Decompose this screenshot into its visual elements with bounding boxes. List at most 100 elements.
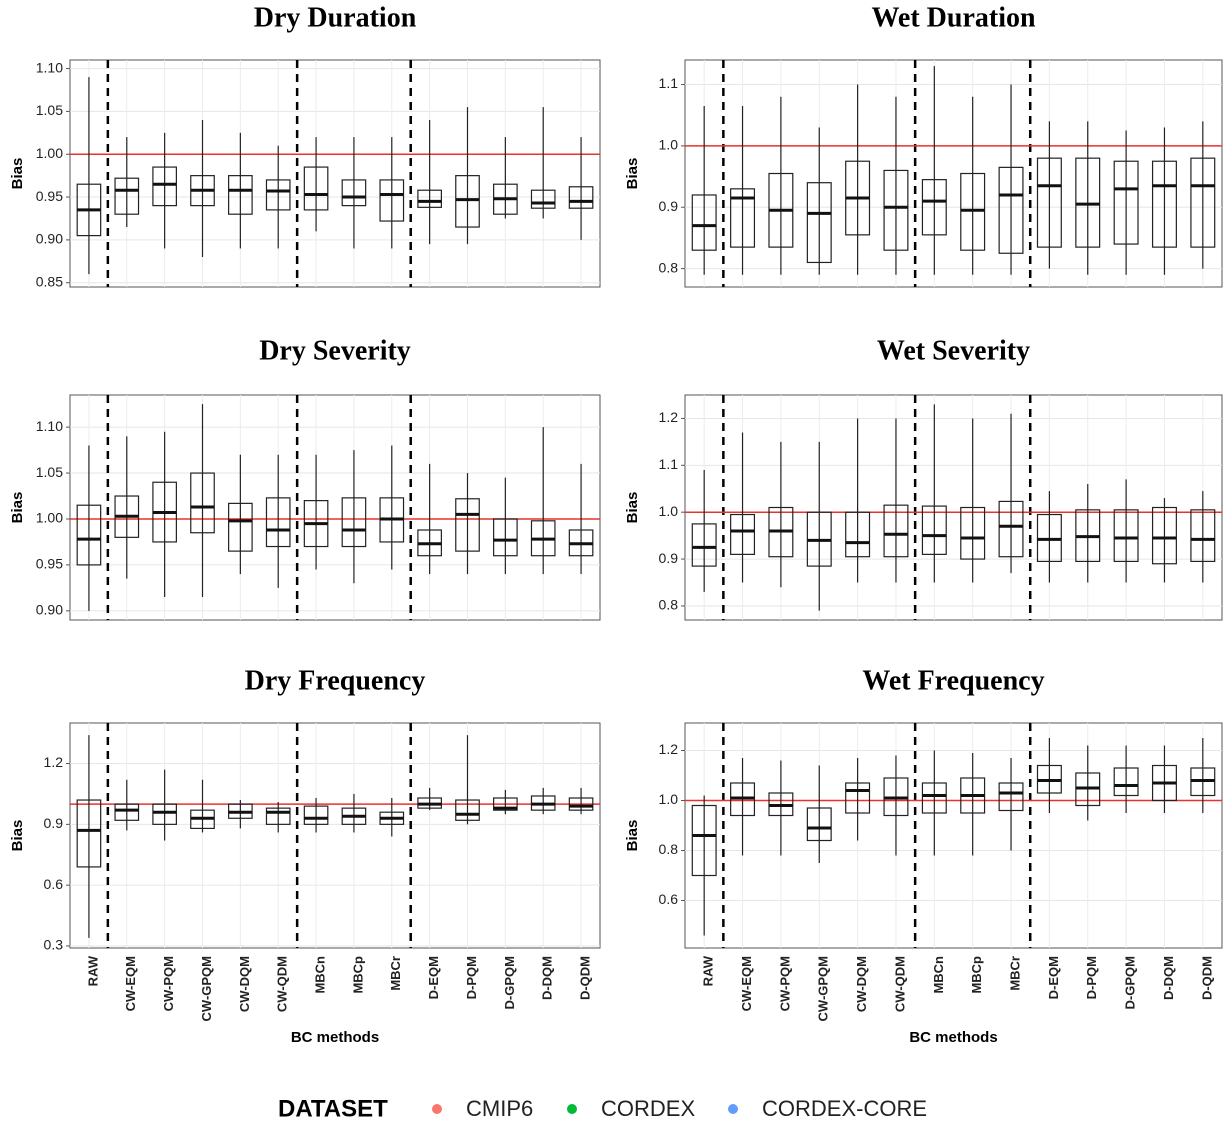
chart-title: Dry Duration <box>254 2 417 33</box>
x-tick-label: CW-PQM <box>777 956 792 1011</box>
y-tick-label: 0.8 <box>659 597 679 613</box>
box <box>379 179 405 222</box>
box <box>921 505 947 555</box>
box <box>228 502 253 552</box>
box <box>998 500 1024 558</box>
legend-label: CORDEX-CORE <box>762 1096 927 1121</box>
x-tick-label: CW-DQM <box>237 956 252 1012</box>
x-tick-label: D-DQM <box>1161 956 1176 1000</box>
box <box>114 177 140 215</box>
x-tick-label: D-PQM <box>1084 956 1099 999</box>
box <box>265 497 291 548</box>
x-tick-label: CW-PQM <box>161 956 176 1011</box>
box <box>265 179 291 211</box>
x-tick-label: D-EQM <box>1046 956 1061 999</box>
x-tick-label: D-EQM <box>426 956 441 999</box>
box <box>1113 509 1139 563</box>
box <box>691 804 717 877</box>
box <box>1151 506 1177 565</box>
box <box>1151 160 1177 248</box>
box <box>76 504 102 566</box>
box <box>806 807 832 842</box>
y-tick-label: 1.00 <box>36 145 63 161</box>
box <box>998 166 1024 254</box>
y-tick-label: 0.95 <box>36 188 63 204</box>
x-tick-label: D-QDM <box>1199 956 1214 1000</box>
y-tick-label: 1.05 <box>36 102 63 118</box>
box <box>152 166 177 207</box>
x-tick-label: CW-QDM <box>892 956 907 1012</box>
x-tick-label: RAW <box>701 955 716 986</box>
y-tick-label: 0.6 <box>659 891 679 907</box>
x-tick-label: MBCr <box>1007 956 1022 991</box>
y-axis-label: Bias <box>9 820 26 852</box>
y-tick-label: 1.1 <box>659 75 679 91</box>
y-tick-label: 0.95 <box>36 556 63 572</box>
box <box>493 518 518 557</box>
y-tick-label: 1.0 <box>659 503 679 519</box>
y-axis-label: Bias <box>9 492 26 524</box>
y-tick-label: 0.90 <box>36 231 63 247</box>
x-tick-label: D-GPQM <box>1123 956 1138 1009</box>
x-tick-label: CW-GPQM <box>199 956 214 1021</box>
box <box>493 797 518 811</box>
y-tick-label: 1.0 <box>659 791 679 807</box>
y-axis-label: Bias <box>624 492 641 524</box>
chart-title: Wet Duration <box>871 2 1036 33</box>
box <box>1075 157 1101 248</box>
box <box>1190 157 1216 248</box>
plot-area <box>69 59 601 288</box>
box <box>691 194 717 251</box>
y-tick-label: 0.90 <box>36 602 63 618</box>
box <box>998 782 1024 812</box>
box <box>190 472 215 534</box>
x-tick-label: MBCp <box>350 956 365 994</box>
box <box>1113 160 1139 245</box>
plot-area <box>684 722 1223 949</box>
x-tick-label: CW-GPQM <box>816 956 831 1021</box>
y-tick-label: 0.6 <box>44 876 64 892</box>
y-tick-label: 1.2 <box>44 754 64 770</box>
plot-area <box>69 394 601 621</box>
x-tick-label: D-GPQM <box>502 956 517 1009</box>
box <box>265 807 291 825</box>
box <box>455 498 480 552</box>
x-tick-label: CW-DQM <box>854 956 869 1012</box>
legend-marker <box>728 1104 738 1114</box>
plot-area <box>684 59 1223 288</box>
box <box>417 189 442 208</box>
y-tick-label: 0.9 <box>659 198 679 214</box>
legend-marker <box>432 1104 442 1114</box>
box <box>455 175 480 228</box>
x-tick-label: RAW <box>85 955 100 986</box>
box <box>730 188 756 248</box>
chart-title: Dry Frequency <box>245 665 426 696</box>
y-tick-label: 0.9 <box>44 815 64 831</box>
box <box>76 799 102 868</box>
box <box>921 782 947 814</box>
x-tick-label: MBCr <box>388 956 403 991</box>
y-tick-label: 1.2 <box>659 741 679 757</box>
box <box>530 189 556 209</box>
x-tick-label: CW-EQM <box>123 956 138 1011</box>
y-tick-label: 1.2 <box>659 409 679 425</box>
x-axis-label: BC methods <box>291 1029 379 1046</box>
box <box>152 803 177 825</box>
legend: DATASET CMIP6 CORDEX CORDEX-CORE <box>278 1095 927 1122</box>
box <box>568 186 594 209</box>
box <box>960 506 986 560</box>
y-tick-label: 1.10 <box>36 59 63 75</box>
box <box>845 511 871 558</box>
x-tick-label: CW-QDM <box>275 956 290 1012</box>
x-tick-label: MBCp <box>969 956 984 994</box>
panel: Dry Frequency Bias 0.3 0.6 0.9 1.2 RAW CW-EQM CW… <box>9 665 601 1046</box>
y-tick-label: 0.9 <box>659 550 679 566</box>
y-tick-label: 1.1 <box>659 456 679 472</box>
box <box>1190 509 1216 563</box>
box <box>114 803 140 821</box>
box <box>845 782 871 814</box>
panel: Wet Duration Bias 0.8 0.9 1.0 1.1 <box>624 2 1223 288</box>
y-tick-label: 0.3 <box>44 937 64 953</box>
y-tick-label: 0.8 <box>659 259 679 275</box>
